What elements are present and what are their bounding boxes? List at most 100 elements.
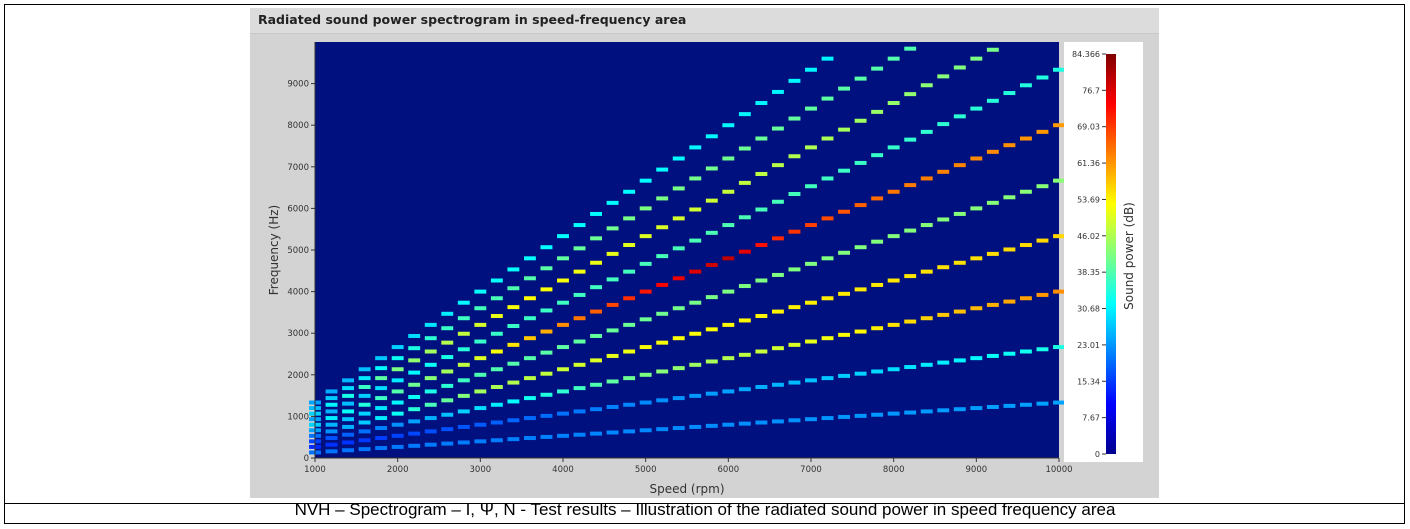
- spectrogram-cell-order-72: [705, 166, 718, 171]
- spectrogram-cell-order-64: [771, 163, 784, 168]
- spectrogram-cell-order-40: [573, 339, 586, 344]
- spectrogram-cell-order-80: [391, 345, 404, 350]
- y-axis-label: Frequency (Hz): [267, 205, 281, 296]
- spectrogram-cell-order-8: [391, 444, 404, 449]
- spectrogram-cell-order-48: [904, 183, 917, 188]
- spectrogram-cell-order-8: [986, 404, 999, 409]
- spectrogram-cell-order-40: [1053, 178, 1065, 183]
- spectrogram-cell-order-56: [540, 308, 553, 313]
- spectrogram-cell-order-16: [606, 404, 619, 409]
- spectrogram-cell-order-56: [937, 122, 950, 127]
- spectrogram-cell-order-32: [854, 287, 867, 292]
- spectrogram-cell-order-16: [672, 396, 685, 401]
- spectrogram-cell-order-48: [920, 176, 933, 181]
- spectrogram-cell-order-64: [970, 56, 983, 61]
- spectrogram-cell-order-56: [771, 199, 784, 204]
- spectrogram-cell-order-24: [970, 306, 983, 311]
- spectrogram-cell-order-16: [656, 398, 669, 403]
- figure-caption: NVH – Spectrogram – I, Ψ, N - Test resul…: [294, 500, 1116, 519]
- spectrogram-cell-order-32: [755, 314, 768, 319]
- y-tick-label: 2000: [287, 371, 309, 381]
- spectrogram-cell-order-24: [623, 376, 636, 381]
- spectrogram-cell-order-64: [573, 269, 586, 274]
- spectrogram-cell-order-64: [871, 109, 884, 114]
- spectrogram-cell-order-72: [606, 226, 619, 231]
- spectrogram-cell-order-40: [358, 411, 371, 416]
- spectrogram-cell-order-48: [606, 302, 619, 307]
- spectrogram-cell-order-40: [871, 239, 884, 244]
- spectrogram-cell-order-80: [490, 278, 503, 283]
- spectrogram-cell-order-64: [937, 74, 950, 79]
- spectrogram-cell-order-64: [358, 385, 371, 389]
- spectrogram-cell-order-40: [689, 300, 702, 305]
- spectrogram-cell-order-48: [1003, 143, 1016, 148]
- spectrogram-cell-order-16: [920, 362, 933, 367]
- spectrogram-cell-order-64: [904, 92, 917, 97]
- spectrogram-cell-order-8: [540, 434, 553, 439]
- spectrogram-cell-order-40: [937, 217, 950, 222]
- spectrogram-cell-order-64: [805, 145, 817, 150]
- x-axis-label: Speed (rpm): [649, 482, 724, 496]
- spectrogram-cell-order-32: [590, 358, 603, 363]
- spectrogram-cell-order-48: [557, 322, 569, 327]
- spectrogram-cell-order-64: [788, 154, 801, 159]
- spectrogram-cell-order-48: [490, 349, 503, 354]
- spectrogram-cell-order-48: [705, 262, 718, 267]
- spectrogram-cell-order-64: [590, 260, 603, 265]
- spectrogram-cell-order-32: [672, 336, 685, 341]
- spectrogram-cell-order-72: [573, 246, 586, 251]
- spectrogram-cell-order-64: [986, 47, 999, 52]
- spectrogram-cell-order-40: [854, 245, 867, 250]
- spectrogram-cell-order-40: [755, 278, 768, 283]
- colorbar-tick-label: 46.02: [1077, 232, 1100, 241]
- spectrogram-cell-order-56: [490, 331, 503, 336]
- spectrogram-cell-order-8: [920, 409, 933, 414]
- spectrogram-cell-order-16: [408, 431, 421, 436]
- spectrogram-cell-order-48: [755, 243, 768, 248]
- spectrogram-cell-order-64: [507, 305, 520, 310]
- spectrogram-cell-order-24: [507, 399, 520, 404]
- spectrogram-cell-order-16: [904, 365, 917, 370]
- spectrogram-cell-order-24: [523, 396, 536, 401]
- spectrogram-cell-order-48: [821, 216, 834, 221]
- spectrogram-cell-order-24: [771, 346, 784, 351]
- spectrogram-cell-order-48: [1019, 136, 1032, 141]
- y-tick-label: 7000: [287, 163, 309, 173]
- spectrogram-cell-order-64: [523, 296, 536, 301]
- spectrogram-cell-order-56: [474, 339, 487, 344]
- spectrogram-cell-order-56: [557, 300, 569, 305]
- spectrogram-cell-order-24: [788, 342, 801, 347]
- spectrogram-cell-order-48: [738, 249, 751, 254]
- spectrogram-cell-order-24: [871, 326, 884, 331]
- spectrogram-cell-order-72: [424, 336, 437, 341]
- spectrogram-cell-order-48: [970, 156, 983, 161]
- spectrogram-cell-order-8: [805, 417, 817, 422]
- spectrogram-cell-order-24: [1003, 299, 1016, 304]
- spectrogram-cell-order-8: [887, 411, 900, 416]
- spectrogram-cell-order-80: [540, 245, 553, 250]
- spectrogram-cell-order-8: [590, 431, 603, 436]
- spectrogram-cell-order-64: [441, 340, 454, 345]
- spectrogram-cell-order-40: [540, 350, 553, 355]
- spectrogram-cell-order-40: [507, 361, 520, 366]
- spectrogram-cell-order-56: [639, 261, 652, 266]
- spectrogram-cell-order-80: [656, 167, 669, 172]
- spectrogram-cell-order-72: [672, 186, 685, 191]
- spectrogram-cell-order-40: [391, 400, 404, 405]
- spectrogram-cell-order-48: [590, 309, 603, 314]
- spectrogram-cell-order-56: [573, 292, 586, 297]
- spectrogram-cell-order-80: [788, 78, 801, 83]
- spectrogram-cell-order-72: [771, 126, 784, 131]
- spectrogram-cell-order-16: [722, 389, 735, 394]
- spectrogram-cell-order-32: [887, 278, 900, 283]
- spectrogram-cell-order-16: [342, 440, 355, 445]
- spectrogram-cell-order-56: [970, 106, 983, 111]
- spectrogram-cell-order-56: [904, 137, 917, 142]
- spectrogram-cell-order-48: [1053, 123, 1065, 128]
- x-tick-label: 2000: [387, 465, 409, 475]
- spectrogram-cell-order-8: [325, 449, 338, 454]
- x-tick-label: 4000: [552, 465, 574, 475]
- spectrogram-cell-order-56: [342, 401, 355, 406]
- spectrogram-cell-order-16: [540, 413, 553, 418]
- spectrogram-marks: [309, 46, 1065, 455]
